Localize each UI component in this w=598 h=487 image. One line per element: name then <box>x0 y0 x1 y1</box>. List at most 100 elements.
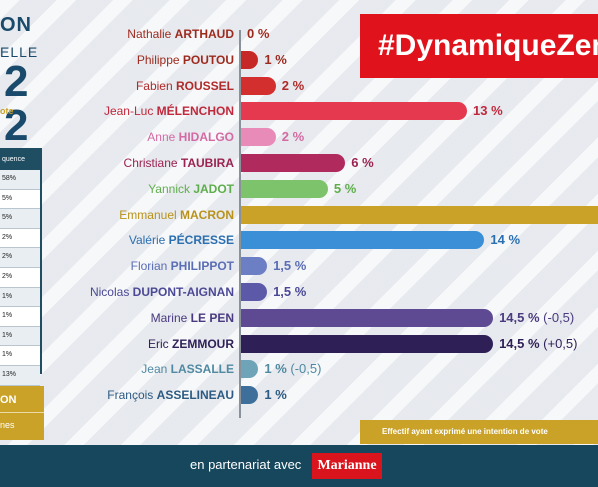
candidate-last-name: JADOT <box>193 181 234 196</box>
value-percent: 1 % <box>264 387 287 403</box>
value-percent: 13 % <box>473 103 503 119</box>
note-box: Effectif ayant exprimé une intention de … <box>360 420 598 444</box>
bar <box>241 257 268 276</box>
bar <box>241 154 346 172</box>
candidate-name: Florian PHILIPPOT <box>0 256 234 276</box>
candidate-last-name: ASSELINEAU <box>156 388 234 403</box>
candidate-name: Christiane TAUBIRA <box>0 153 234 173</box>
candidate-first-name: Yannick <box>148 181 194 196</box>
left-title-block: ON ELLE 2 2 ote <box>0 0 44 148</box>
candidate-first-name: Anne <box>147 130 179 145</box>
value-label: 1 % <box>264 50 286 70</box>
candidate-last-name: DUPONT-AIGNAN <box>132 285 234 299</box>
candidate-last-name: LASSALLE <box>170 362 234 377</box>
candidate-first-name: François <box>107 388 157 403</box>
frequency-table-row: 5% <box>0 209 40 229</box>
value-percent: 14,5 % <box>499 335 540 351</box>
candidate-name: Eric ZEMMOUR <box>0 334 234 354</box>
frequency-table-row: 13% <box>0 365 40 386</box>
frequency-table-row: 2% <box>0 229 40 249</box>
value-percent: 6 % <box>351 155 374 170</box>
marianne-logo: Marianne <box>312 453 382 479</box>
value-percent: 2 % <box>281 129 305 145</box>
value-change: (-0,5) <box>286 361 322 377</box>
candidate-last-name: POUTOU <box>182 52 234 67</box>
candidate-first-name: Nathalie <box>127 27 175 41</box>
bar <box>241 102 467 121</box>
value-percent: 2 % <box>281 77 305 93</box>
candidate-first-name: Marine <box>150 310 191 325</box>
candidate-first-name: Jean-Luc <box>103 104 157 119</box>
candidate-name: Anne HIDALGO <box>0 127 234 147</box>
value-label: 2 % <box>282 76 304 96</box>
value-label: 14,5 % (-0,5) <box>499 308 574 328</box>
candidate-first-name: Fabien <box>135 78 176 93</box>
value-change: (-0,5) <box>539 309 575 325</box>
value-percent: 1,5 % <box>273 284 307 299</box>
value-percent: 1 % <box>264 361 287 377</box>
candidate-name: Yannick JADOT <box>0 179 234 199</box>
footer-partner-text: en partenariat avec <box>190 457 302 472</box>
bar <box>241 283 268 301</box>
footer: en partenariat avec Marianne <box>0 445 598 487</box>
frequency-table-header: quence <box>0 150 40 170</box>
left-title-line2: ELLE <box>0 44 39 60</box>
candidate-name: Emmanuel MACRON <box>0 205 234 225</box>
candidate-last-name: ARTHAUD <box>174 27 234 41</box>
chart-axis-line <box>239 30 241 418</box>
value-label: 6 % <box>351 153 373 173</box>
bar <box>241 386 259 405</box>
bar <box>241 231 485 250</box>
frequency-table: quence 58% 5% 5% 2% 2% 2% 1% 1% 1% 1% 13% <box>0 148 42 386</box>
candidate-name: Philippe POUTOU <box>0 50 234 70</box>
candidate-first-name: Philippe <box>136 52 183 67</box>
value-percent: 14,5 % <box>499 309 540 325</box>
candidate-first-name: Florian <box>130 259 171 274</box>
left-bottom-divider <box>0 412 44 413</box>
candidate-first-name: Emmanuel <box>119 207 180 222</box>
left-title-year: 2 2 <box>4 57 29 150</box>
value-label: 1,5 % <box>273 282 306 302</box>
candidate-first-name: Valérie <box>128 233 169 248</box>
candidate-last-name: ROUSSEL <box>175 78 234 93</box>
candidate-name: Nicolas DUPONT-AIGNAN <box>0 282 234 302</box>
hashtag-banner: #DynamiqueZem <box>360 14 598 78</box>
candidate-name: Marine LE PEN <box>0 308 234 328</box>
bar <box>241 334 494 353</box>
bar <box>241 128 276 147</box>
bar <box>241 360 259 379</box>
value-label: 1,5 % <box>273 256 306 276</box>
bar <box>241 308 494 327</box>
candidate-last-name: PÉCRESSE <box>168 233 234 248</box>
candidate-last-name: MÉLENCHON <box>156 104 234 119</box>
value-label: 2 % <box>282 127 304 147</box>
frequency-table-row: 5% <box>0 190 40 210</box>
value-label: 1 % <box>264 385 286 405</box>
frequency-table-row: 1% <box>0 346 40 366</box>
bar <box>241 76 276 95</box>
candidate-first-name: Christiane <box>123 156 181 170</box>
candidate-last-name: HIDALGO <box>178 130 234 145</box>
frequency-table-row: 2% <box>0 268 40 288</box>
value-percent: 1,5 % <box>273 258 307 274</box>
frequency-table-row: 1% <box>0 287 40 308</box>
candidate-first-name: Eric <box>148 336 172 351</box>
frequency-table-row: 1% <box>0 326 40 347</box>
value-label: 14,5 % (+0,5) <box>499 334 577 354</box>
candidate-name: Jean-Luc MÉLENCHON <box>0 101 234 121</box>
value-percent: 14 % <box>490 232 521 248</box>
candidate-first-name: Jean <box>141 362 171 377</box>
value-label: 1 % (-0,5) <box>264 359 321 379</box>
candidate-last-name: ZEMMOUR <box>172 336 234 351</box>
bar <box>241 179 328 198</box>
candidate-last-name: LE PEN <box>190 310 234 325</box>
value-label: 14 % <box>490 230 520 250</box>
left-bottom-line1: ON <box>0 394 17 406</box>
left-title-line1: ON <box>0 14 32 36</box>
bar <box>241 205 598 224</box>
frequency-table-row: 1% <box>0 307 40 327</box>
candidate-name: Fabien ROUSSEL <box>0 76 234 96</box>
candidate-name: Nathalie ARTHAUD <box>0 24 234 44</box>
value-label: 13 % <box>473 101 503 121</box>
candidate-first-name: Nicolas <box>89 285 133 299</box>
